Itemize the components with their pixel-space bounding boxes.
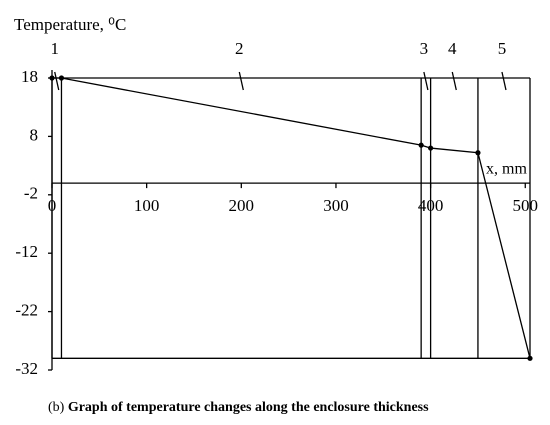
- layer-leader: [501, 71, 507, 91]
- y-tick-label: 18: [21, 67, 38, 86]
- y-tick-label: -32: [15, 359, 38, 378]
- point: [475, 150, 481, 156]
- layer-leader: [423, 71, 429, 91]
- layer-leader: [238, 71, 244, 91]
- y-tick-label: -2: [24, 184, 38, 203]
- point: [428, 145, 434, 151]
- point: [418, 142, 424, 148]
- caption-text: Graph of temperature changes along the e…: [68, 400, 429, 415]
- caption: (b) Graph of temperature changes along t…: [48, 400, 429, 415]
- point: [58, 75, 65, 81]
- x-tick-label: 200: [229, 196, 255, 215]
- layer-label: 4: [448, 39, 457, 58]
- layer-label: 3: [420, 39, 429, 58]
- point: [49, 75, 55, 81]
- x-axis-label: x, mm: [486, 161, 527, 178]
- x-tick-label: 500: [513, 196, 539, 215]
- series-line: [52, 77, 531, 359]
- y-axis-label: Temperature, ⁰C: [14, 15, 126, 34]
- layer-label: 5: [498, 39, 507, 58]
- y-tick-label: -12: [15, 242, 38, 261]
- x-tick-label: 100: [134, 196, 160, 215]
- caption-label: (b): [48, 400, 65, 415]
- layer-label: 1: [50, 39, 59, 58]
- y-tick-label: 8: [30, 125, 39, 144]
- layer-label: 2: [235, 39, 244, 58]
- point: [527, 355, 533, 361]
- layer-leader: [451, 71, 457, 91]
- layer-leader: [54, 71, 60, 91]
- x-tick-label: 300: [323, 196, 349, 215]
- y-tick-label: -22: [15, 301, 38, 320]
